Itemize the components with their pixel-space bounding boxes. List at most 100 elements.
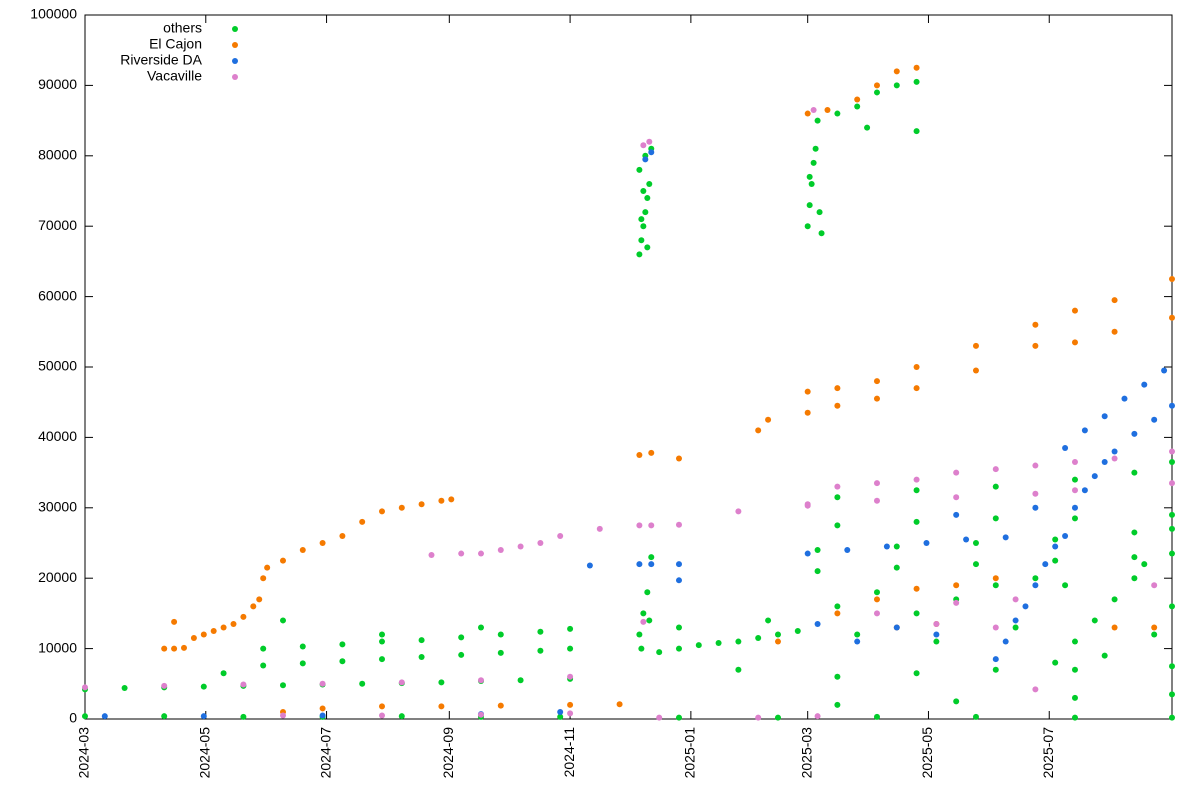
y-tick-label: 70000 [38, 217, 77, 233]
point [1071, 638, 1078, 645]
point [814, 568, 821, 575]
x-tick-label: 2024-05 [196, 727, 212, 779]
x-tick-label: 2025-01 [682, 727, 698, 779]
point [644, 244, 651, 251]
point [913, 670, 920, 677]
point [1131, 575, 1138, 582]
point [816, 209, 823, 216]
point [992, 666, 999, 673]
point [675, 645, 682, 652]
point [755, 635, 762, 642]
point [642, 209, 649, 216]
point [1052, 543, 1059, 550]
point [675, 521, 682, 528]
point [240, 613, 247, 620]
point [636, 561, 643, 568]
point [806, 202, 813, 209]
point [438, 703, 445, 710]
point [1101, 459, 1108, 466]
x-tick-label: 2024-03 [76, 727, 92, 779]
point [972, 561, 979, 568]
point [1169, 663, 1175, 670]
point [378, 712, 385, 719]
point [873, 378, 880, 385]
point [854, 638, 861, 645]
point [675, 624, 682, 631]
point [646, 180, 653, 187]
point [1002, 534, 1009, 541]
point [735, 638, 742, 645]
point [398, 679, 405, 686]
point [893, 564, 900, 571]
point [834, 385, 841, 392]
point [240, 713, 247, 720]
point [804, 409, 811, 416]
point [636, 166, 643, 173]
point [814, 620, 821, 627]
point [638, 216, 645, 223]
point [567, 673, 574, 680]
point [1071, 339, 1078, 346]
point [1071, 476, 1078, 483]
point [299, 643, 306, 650]
point [1022, 603, 1029, 610]
point [854, 103, 861, 110]
point [1071, 459, 1078, 466]
point [279, 682, 286, 689]
y-tick-label: 50000 [38, 358, 77, 374]
point [913, 476, 920, 483]
point [398, 504, 405, 511]
point [735, 666, 742, 673]
point [260, 645, 267, 652]
point [1032, 490, 1039, 497]
point [804, 110, 811, 117]
point [1131, 430, 1138, 437]
point [537, 647, 544, 654]
point [992, 466, 999, 473]
point [1169, 276, 1175, 282]
point [656, 649, 663, 656]
point [359, 518, 366, 525]
point [755, 427, 762, 434]
point [794, 628, 801, 634]
point [992, 483, 999, 490]
point [1169, 459, 1175, 466]
x-tick-label: 2024-07 [317, 727, 333, 779]
point [913, 518, 920, 525]
point [477, 711, 484, 718]
point [1151, 416, 1158, 423]
point [477, 677, 484, 684]
point [810, 107, 817, 114]
point [854, 96, 861, 103]
point [200, 683, 207, 690]
point [646, 617, 653, 624]
point [1071, 515, 1078, 522]
point [992, 656, 999, 663]
point [648, 522, 655, 529]
point [644, 589, 651, 596]
point [171, 645, 178, 652]
point [646, 138, 653, 145]
point [636, 452, 643, 458]
point [161, 713, 168, 720]
point [567, 645, 574, 652]
point [834, 673, 841, 680]
point [644, 195, 651, 202]
point [864, 124, 871, 131]
legend-marker [232, 26, 238, 32]
point [638, 645, 645, 652]
point [1111, 596, 1118, 603]
point [953, 511, 960, 518]
point [648, 149, 655, 156]
point [319, 540, 326, 546]
point [458, 634, 465, 641]
legend-label: El Cajon [149, 36, 202, 52]
point [1101, 652, 1108, 659]
point [873, 497, 880, 504]
point [279, 617, 286, 624]
point [695, 642, 702, 649]
point [933, 631, 940, 638]
point [812, 145, 819, 152]
point [260, 575, 267, 582]
point [893, 68, 900, 75]
